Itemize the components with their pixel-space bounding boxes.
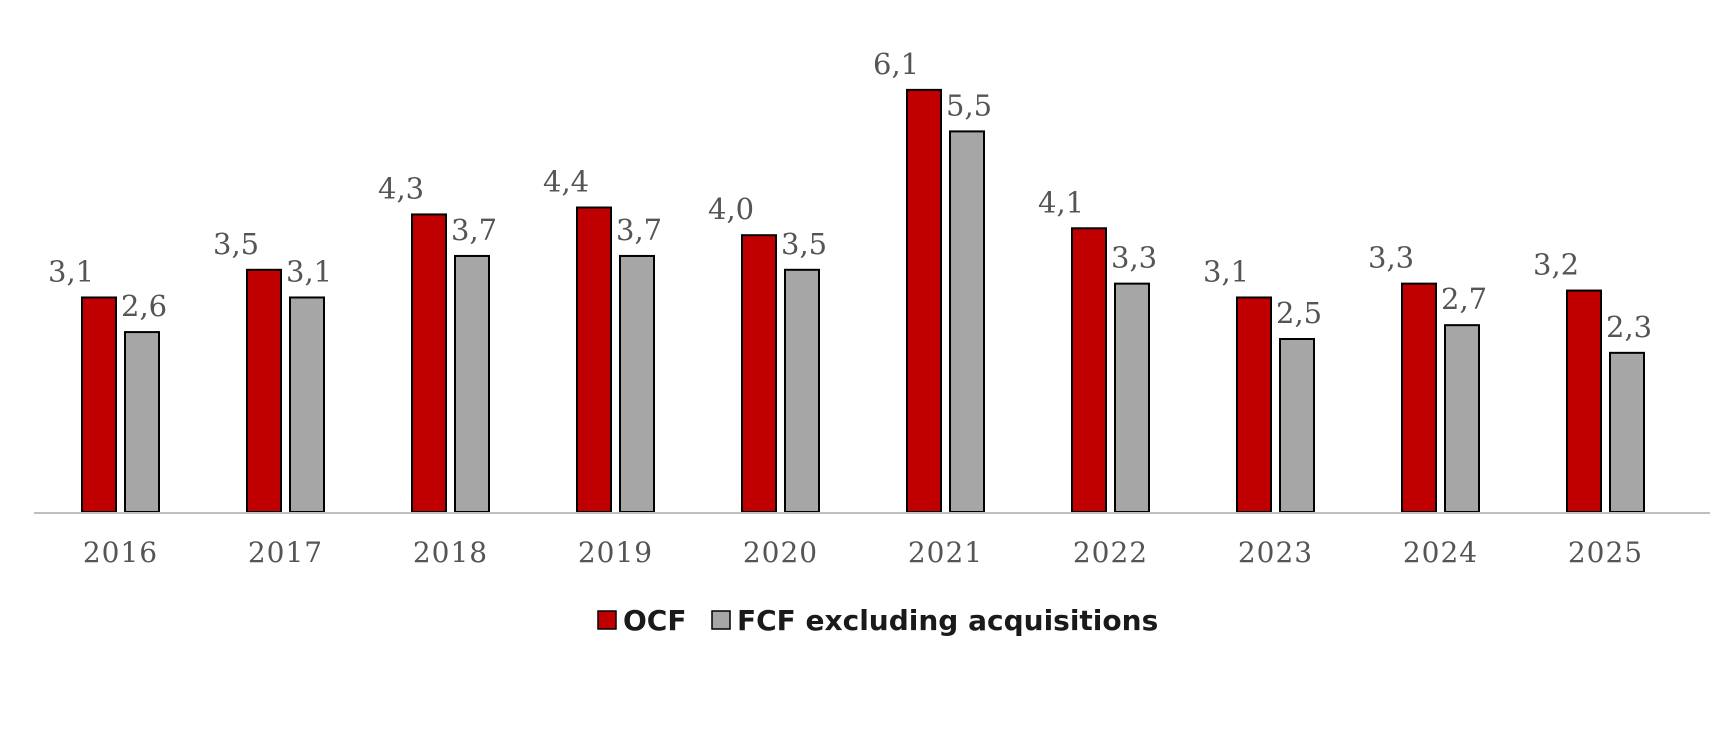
value-label-ocf-2019: 4,4 xyxy=(543,165,589,199)
legend-label-ocf: OCF xyxy=(623,604,686,637)
value-label-fcf-2024: 2,7 xyxy=(1441,282,1487,316)
bar-fcf-2024 xyxy=(1444,324,1480,513)
bar-ocf-2019 xyxy=(576,206,612,514)
bars-layer xyxy=(81,88,1645,514)
value-label-ocf-2022: 4,1 xyxy=(1038,185,1084,219)
bar-fcf-2025 xyxy=(1609,351,1645,513)
x-tick-2022: 2022 xyxy=(1073,536,1148,569)
bar-fcf-2023 xyxy=(1279,338,1315,513)
value-label-fcf-2020: 3,5 xyxy=(781,227,827,261)
x-tick-2024: 2024 xyxy=(1403,536,1478,569)
x-tick-2023: 2023 xyxy=(1238,536,1313,569)
bar-ocf-2016 xyxy=(81,296,117,514)
x-tick-labels: 2016 2017 2018 2019 2020 2021 2022 2023 2024 2025 xyxy=(83,536,1643,569)
x-tick-2018: 2018 xyxy=(413,536,488,569)
value-label-ocf-2024: 3,3 xyxy=(1368,241,1414,275)
legend-swatch-ocf xyxy=(597,610,617,630)
bar-fcf-2017 xyxy=(289,296,325,514)
x-tick-2021: 2021 xyxy=(908,536,983,569)
legend-label-fcf: FCF excluding acquisitions xyxy=(737,604,1158,637)
value-label-ocf-2020: 4,0 xyxy=(708,192,754,226)
value-label-fcf-2025: 2,3 xyxy=(1606,310,1652,344)
value-label-fcf-2016: 2,6 xyxy=(121,289,167,323)
bar-fcf-2020 xyxy=(784,268,820,513)
bar-ocf-2021 xyxy=(906,88,942,513)
bar-ocf-2018 xyxy=(411,213,447,513)
bar-ocf-2022 xyxy=(1071,227,1107,513)
value-label-fcf-2017: 3,1 xyxy=(286,254,332,288)
legend: OCF FCF excluding acquisitions xyxy=(597,604,1158,637)
x-tick-2017: 2017 xyxy=(248,536,323,569)
bar-fcf-2022 xyxy=(1114,282,1150,514)
bar-ocf-2023 xyxy=(1236,296,1272,514)
bar-fcf-2019 xyxy=(619,254,655,514)
value-label-ocf-2021: 6,1 xyxy=(873,47,919,81)
value-label-fcf-2022: 3,3 xyxy=(1111,241,1157,275)
value-label-fcf-2023: 2,5 xyxy=(1276,296,1322,330)
x-tick-2019: 2019 xyxy=(578,536,653,569)
value-labels-layer: 3,1 2,6 3,5 3,1 4,3 3,7 4,4 3,7 4,0 3,5 6,1 5,5 4,1 3… xyxy=(48,47,1652,344)
bar-fcf-2021 xyxy=(949,130,985,513)
x-tick-2025: 2025 xyxy=(1568,536,1643,569)
bar-fcf-2018 xyxy=(454,254,490,514)
value-label-ocf-2025: 3,2 xyxy=(1533,248,1579,282)
value-label-fcf-2021: 5,5 xyxy=(946,88,992,122)
legend-swatch-fcf xyxy=(711,610,731,630)
value-label-ocf-2016: 3,1 xyxy=(48,254,94,288)
x-tick-2020: 2020 xyxy=(743,536,818,569)
bar-ocf-2024 xyxy=(1401,282,1437,514)
value-label-fcf-2018: 3,7 xyxy=(451,213,497,247)
value-label-ocf-2017: 3,5 xyxy=(213,227,259,261)
value-label-ocf-2018: 4,3 xyxy=(378,171,424,205)
bar-fcf-2016 xyxy=(124,331,160,513)
value-label-fcf-2019: 3,7 xyxy=(616,213,662,247)
value-label-ocf-2023: 3,1 xyxy=(1203,254,1249,288)
bar-ocf-2020 xyxy=(741,234,777,513)
bar-ocf-2017 xyxy=(246,268,282,513)
x-tick-2016: 2016 xyxy=(83,536,158,569)
bar-ocf-2025 xyxy=(1566,289,1602,513)
